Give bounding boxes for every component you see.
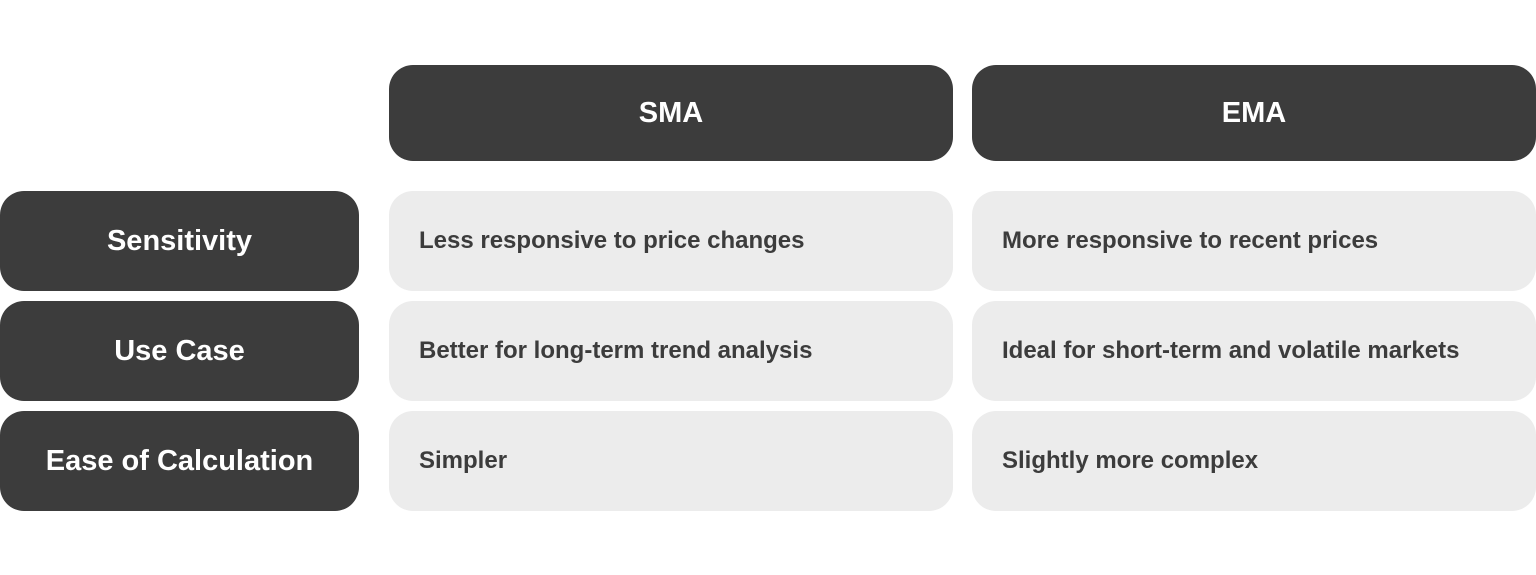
row-header: Use Case — [0, 301, 359, 401]
column-header: EMA — [972, 65, 1536, 161]
column-header: SMA — [389, 65, 953, 161]
table-cell: Less responsive to price changes — [389, 191, 953, 291]
table-cell: More responsive to recent prices — [972, 191, 1536, 291]
row-header: Sensitivity — [0, 191, 359, 291]
table-cell: Slightly more complex — [972, 411, 1536, 511]
table-cell: Better for long-term trend analysis — [389, 301, 953, 401]
table-cell: Ideal for short-term and volatile market… — [972, 301, 1536, 401]
row-header: Ease of Calculation — [0, 411, 359, 511]
table-cell: Simpler — [389, 411, 953, 511]
